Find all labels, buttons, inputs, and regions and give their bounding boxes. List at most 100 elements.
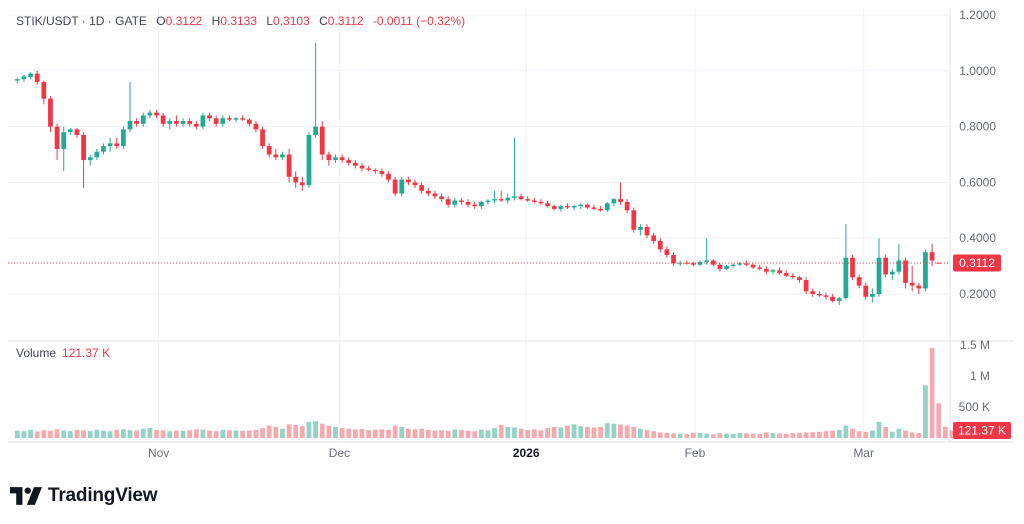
volume-bar (227, 430, 232, 438)
volume-bar (691, 432, 696, 438)
price-tick-label: 0.6000 (959, 175, 996, 189)
volume-bar (624, 425, 630, 438)
volume-bar (61, 430, 67, 438)
volume-bar (505, 426, 511, 438)
volume-bar (260, 428, 265, 438)
candle-body (107, 143, 113, 147)
volume-bar (319, 423, 325, 438)
candle-body (591, 207, 597, 209)
volume-bar (531, 429, 537, 438)
volume-bar (578, 426, 584, 438)
volume-bar (81, 430, 86, 438)
volume-bar (140, 428, 146, 438)
volume-bar (386, 429, 391, 438)
volume-legend: Volume 121.37 K (16, 346, 110, 360)
volume-bar (306, 421, 312, 438)
last-price-label: 0.3112 (959, 256, 995, 270)
volume-bar (744, 433, 749, 438)
candle-body (505, 197, 511, 201)
candle-body (21, 76, 27, 80)
volume-bar (929, 348, 935, 438)
volume-bar (127, 430, 133, 438)
candle-body (127, 121, 133, 130)
volume-bar (233, 430, 239, 438)
candle-body (571, 206, 577, 208)
price-tick-label: 1.0000 (959, 64, 996, 78)
candle-body (578, 204, 584, 207)
candle-body (412, 182, 418, 186)
last-volume-badge-bg (953, 421, 1011, 439)
candle-body (816, 294, 822, 296)
candle-body (154, 112, 159, 116)
volume-bar (478, 429, 484, 438)
candle-body (134, 121, 140, 124)
volume-bar (339, 428, 345, 438)
volume-label[interactable]: Volume (16, 346, 57, 360)
volume-bar (790, 433, 796, 438)
candle-body (797, 277, 802, 281)
volume-bar (28, 429, 33, 438)
volume-bar (134, 430, 140, 438)
candle-body (545, 203, 550, 207)
volume-bar (167, 431, 173, 438)
candle-body (810, 291, 816, 294)
volume-bar (598, 426, 604, 438)
volume-bar (114, 429, 120, 438)
symbol-label[interactable]: STIK/USDT · 1D · GATE (16, 14, 147, 28)
open-key: O (156, 14, 166, 28)
candle-body (657, 240, 663, 250)
volume-bar (545, 428, 550, 438)
candle-body (836, 298, 842, 301)
candle-body (187, 121, 193, 124)
candle-body (803, 280, 809, 292)
candle-body (750, 264, 756, 268)
ohlc-legend: STIK/USDT · 1D · GATE O0.3122 H0.3133 L0… (16, 14, 465, 28)
high-key: H (211, 14, 221, 28)
volume-bar (445, 430, 451, 438)
volume-bar (923, 385, 928, 438)
candle-body (81, 134, 86, 161)
volume-tick-label: 1 M (970, 369, 990, 383)
candle-body (737, 263, 743, 265)
volume-bar (240, 430, 246, 438)
volume-bar (372, 429, 378, 438)
volume-bar (472, 431, 478, 438)
volume-bar (518, 428, 524, 438)
volume-bar (525, 429, 531, 438)
price-tick-label: 1.2000 (959, 8, 996, 22)
candle-body (286, 154, 292, 177)
chart-grid (8, 8, 1014, 443)
close-value: 0.3112 (327, 14, 364, 28)
volume-bar (41, 430, 47, 438)
volume-bar (538, 430, 544, 438)
tradingview-logo[interactable]: TradingView (10, 483, 158, 509)
price-axis: 1.2000 1.0000 0.8000 0.6000 0.4000 0.2000 (959, 8, 996, 301)
time-tick-label: 2026 (513, 446, 540, 460)
volume-bar (54, 429, 60, 438)
volume-bar (14, 430, 20, 438)
candle-body (538, 201, 544, 204)
candle-body (465, 201, 471, 205)
volume-bar (379, 429, 385, 438)
candle-body (697, 261, 703, 265)
candle-body (492, 199, 497, 201)
candle-body (763, 268, 769, 272)
candle-body (61, 132, 67, 149)
price-tick-label: 0.2000 (959, 287, 996, 301)
time-axis: NovDec2026FebMarApr (148, 446, 874, 460)
volume-bar (266, 425, 272, 438)
candle-body (863, 285, 869, 297)
volume-bar (644, 429, 650, 438)
volume-bar (863, 431, 869, 438)
volume-bar (551, 426, 557, 438)
volume-bar (293, 424, 299, 438)
volume-bar (664, 433, 670, 438)
volume-bar (439, 430, 444, 438)
candle-body (246, 119, 252, 124)
candle-body (213, 118, 219, 124)
volume-bar (399, 426, 405, 438)
volume-bar (604, 423, 610, 438)
volume-bar (180, 430, 186, 438)
candle-body (631, 210, 637, 230)
